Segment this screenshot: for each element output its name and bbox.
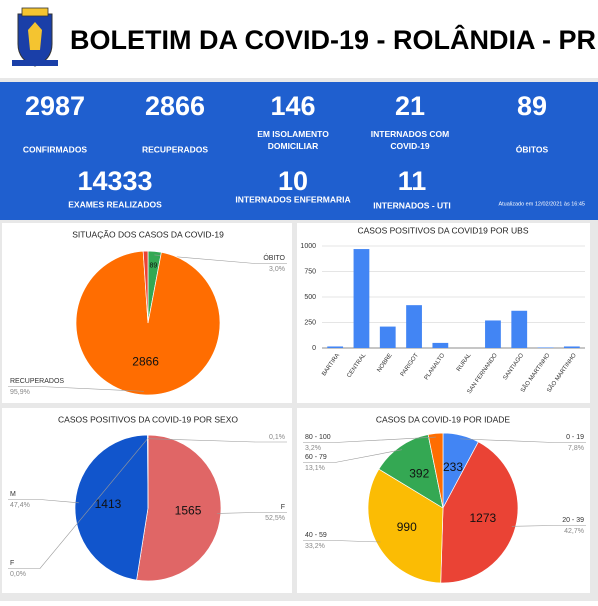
percent-label: 52,5% (265, 515, 285, 522)
percent-label: 47,4% (10, 502, 30, 509)
bar (564, 346, 580, 348)
slice-label: 233 (443, 460, 463, 474)
y-tick-label: 0 (312, 345, 316, 352)
slice-label: 1565 (175, 503, 202, 517)
bar (511, 311, 527, 348)
legend-label: 80 - 100 (305, 434, 331, 441)
bar (354, 249, 370, 348)
legend-label: ÓBITO (263, 253, 285, 262)
legend-label: F (281, 504, 285, 511)
percent-label: 95,9% (10, 389, 30, 396)
stat-label: EXAMES REALIZADOS (68, 199, 162, 209)
percent-label: 3,0% (269, 266, 285, 273)
stat-label: RECUPERADOS (142, 144, 208, 154)
stat-value: 14333 (77, 166, 152, 196)
y-tick-label: 1000 (300, 243, 316, 250)
bar (538, 347, 554, 348)
percent-label: 33,2% (305, 543, 325, 550)
stat-value: 11 (398, 166, 427, 196)
stat-label: ÓBITOS (516, 143, 549, 154)
stat-value: 2866 (145, 91, 205, 121)
stat-label: INTERNADOS ENFERMARIA (235, 194, 350, 204)
percent-label: 13,1% (305, 465, 325, 472)
stat-value: 146 (270, 91, 315, 121)
slice-label: 2866 (132, 355, 159, 369)
legend-label: M (10, 491, 16, 498)
chart-title: SITUAÇÃO DOS CASOS DA COVID-19 (72, 229, 224, 239)
panel (297, 223, 590, 403)
stat-value: 2987 (25, 91, 85, 121)
percent-label: 0,0% (10, 571, 26, 578)
chart-title: CASOS POSITIVOS DA COVID19 POR UBS (358, 225, 529, 235)
slice-label: 89 (149, 262, 157, 269)
slice-label: 990 (397, 520, 417, 534)
updated-note: Atualizado em 12/02/2021 às 16:45 (498, 201, 585, 207)
bar (485, 320, 501, 348)
stat-value: 21 (395, 91, 425, 121)
y-tick-label: 500 (304, 294, 316, 301)
stat-label: INTERNADOS - UTI (373, 200, 450, 210)
slice-label: 1413 (95, 497, 122, 511)
legend-label: 20 - 39 (562, 517, 584, 524)
legend-label: 40 - 59 (305, 532, 327, 539)
chart-title: CASOS DA COVID-19 POR IDADE (376, 414, 510, 424)
bar (380, 327, 396, 348)
chart-title: CASOS POSITIVOS DA COVID-19 POR SEXO (58, 414, 238, 424)
bar (406, 305, 422, 348)
page-title: BOLETIM DA COVID-19 - ROLÂNDIA - PR (70, 24, 596, 55)
percent-label: 42,7% (564, 528, 584, 535)
bar (432, 343, 448, 348)
stat-value: 89 (517, 91, 547, 121)
legend-label: F (10, 560, 14, 567)
y-tick-label: 250 (304, 319, 316, 326)
bar (327, 346, 343, 348)
percent-label: 3,2% (305, 445, 321, 452)
y-tick-label: 750 (304, 268, 316, 275)
slice-label: 392 (409, 466, 429, 480)
stat-value: 10 (278, 166, 308, 196)
legend-label: RECUPERADOS (10, 378, 64, 385)
legend-label: 0 - 19 (566, 434, 584, 441)
percent-label: 7,8% (568, 445, 584, 452)
stat-label: CONFIRMADOS (23, 144, 88, 154)
slice-label: 1273 (470, 511, 497, 525)
percent-label: 0,1% (269, 434, 285, 441)
legend-label: 60 - 79 (305, 454, 327, 461)
